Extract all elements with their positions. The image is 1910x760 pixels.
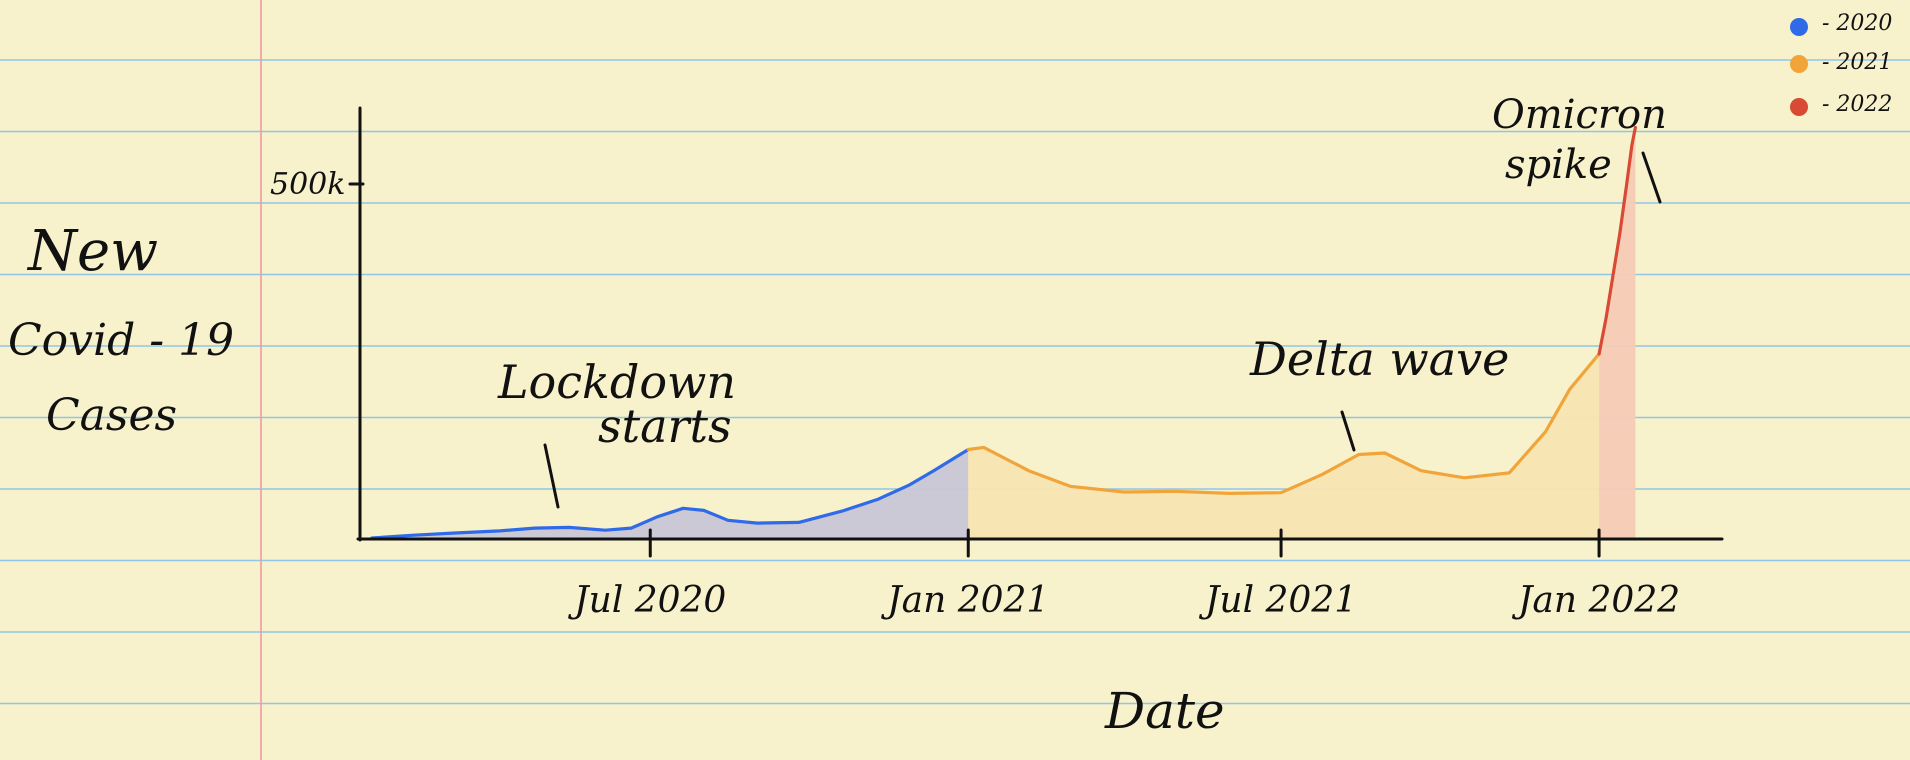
legend-item-2022: - 2022 <box>1790 92 1892 117</box>
series-line-2020 <box>370 447 970 540</box>
legend-label-2021: - 2021 <box>1822 50 1892 75</box>
annotation-lockdown: Lockdown starts <box>497 355 736 509</box>
annotation-omicron-line-1: Omicron <box>1492 92 1667 138</box>
series-line-2021 <box>966 352 1601 495</box>
chart-title-line-1: New <box>26 219 158 284</box>
legend-item-2021: - 2021 <box>1790 50 1892 75</box>
x-tick-label: Jul 2021 <box>1198 580 1357 621</box>
x-tick-label: Jan 2021 <box>880 580 1049 621</box>
plot-lines <box>370 125 1637 540</box>
legend-label-2020: - 2020 <box>1822 11 1892 36</box>
annotation-delta-pointer <box>1340 410 1356 452</box>
annotation-omicron-line-2: spike <box>1505 142 1612 188</box>
annotation-lockdown-pointer <box>543 443 560 509</box>
y-tick-label-500k: 500k <box>270 167 345 202</box>
legend: - 2020 - 2021 - 2022 <box>1790 11 1892 117</box>
annotation-delta: Delta wave <box>1249 332 1509 452</box>
legend-swatch-2020 <box>1790 18 1808 36</box>
legend-swatch-2022 <box>1790 98 1808 116</box>
x-tick-label: Jan 2022 <box>1511 580 1680 621</box>
x-ticks: Jul 2020 Jan 2021 Jul 2021 Jan 2022 <box>567 528 1680 621</box>
annotation-lockdown-line-1: Lockdown <box>497 355 736 409</box>
chart-title-line-2: Covid - 19 <box>8 315 234 366</box>
annotation-lockdown-line-2: starts <box>598 399 732 453</box>
series-line-2022 <box>1597 125 1637 356</box>
annotation-omicron-pointer <box>1641 151 1662 204</box>
chart-title-line-3: Cases <box>46 390 177 441</box>
annotation-omicron: Omicron spike <box>1492 92 1667 204</box>
series-area-2020 <box>372 449 969 538</box>
legend-label-2022: - 2022 <box>1822 92 1892 117</box>
legend-item-2020: - 2020 <box>1790 11 1892 36</box>
x-tick-label: Jul 2020 <box>567 580 726 621</box>
annotation-delta-line-1: Delta wave <box>1249 332 1509 386</box>
legend-swatch-2021 <box>1790 55 1808 73</box>
series-area-2022 <box>1599 127 1636 539</box>
x-axis-label: Date <box>1104 682 1225 740</box>
